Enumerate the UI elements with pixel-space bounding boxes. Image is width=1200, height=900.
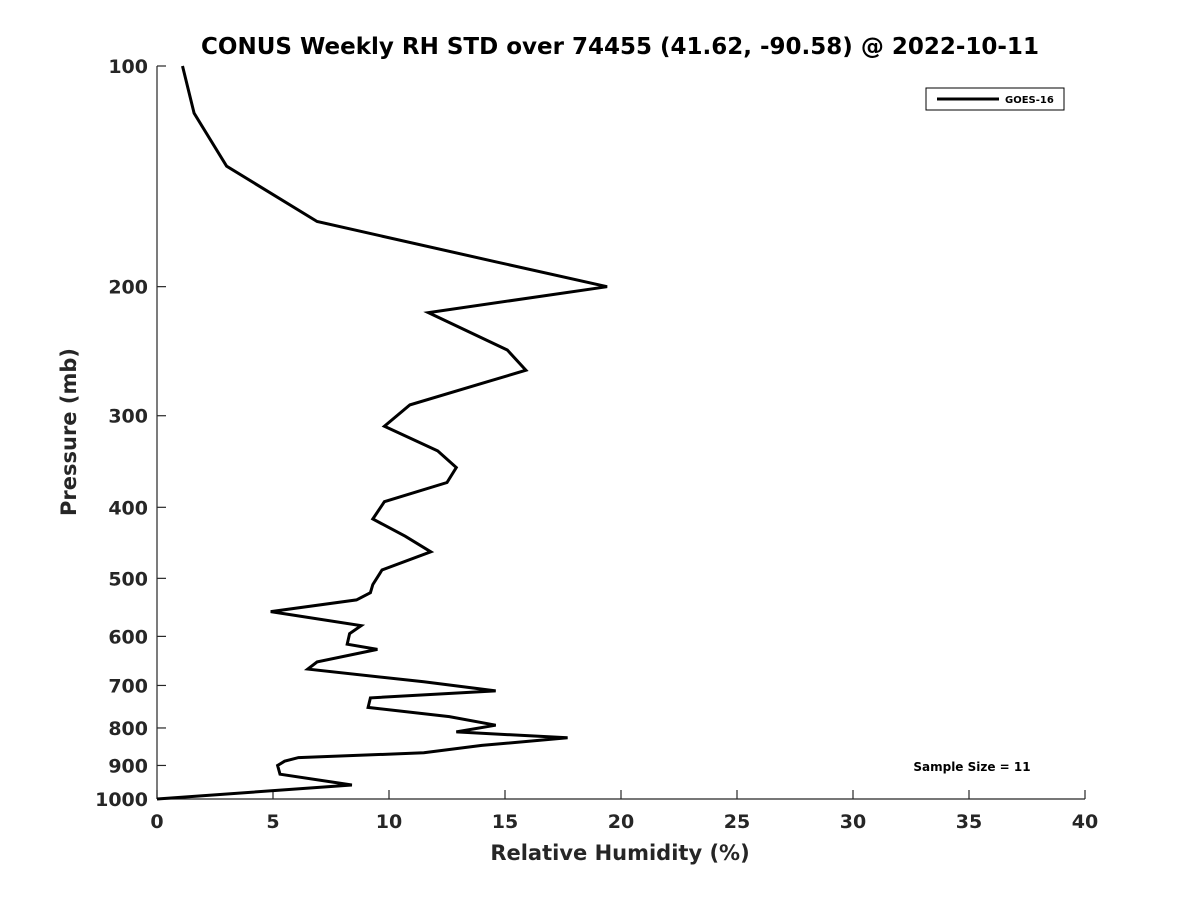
y-tick-label: 900 (108, 755, 148, 777)
y-tick-label: 200 (108, 277, 148, 299)
x-tick-label: 5 (266, 811, 279, 833)
x-tick-label: 30 (840, 811, 866, 833)
y-axis-label: Pressure (mb) (57, 348, 81, 516)
y-tick-label: 800 (108, 718, 148, 740)
x-axis-label: Relative Humidity (%) (490, 841, 749, 865)
y-tick-label: 600 (108, 626, 148, 648)
x-tick-label: 10 (376, 811, 402, 833)
x-tick-label: 0 (150, 811, 163, 833)
x-tick-label: 25 (724, 811, 750, 833)
y-tick-label: 100 (108, 56, 148, 78)
y-tick-label: 400 (108, 497, 148, 519)
legend-label: GOES-16 (1005, 95, 1054, 106)
x-tick-label: 35 (956, 811, 982, 833)
axes (156, 65, 1086, 800)
x-tick-label: 20 (608, 811, 634, 833)
y-tick-label: 1000 (95, 789, 148, 811)
sample-size-annotation: Sample Size = 11 (913, 760, 1030, 774)
chart-title: CONUS Weekly RH STD over 74455 (41.62, -… (201, 34, 1039, 60)
x-tick-label: 15 (492, 811, 518, 833)
series-line-goes-16 (156, 65, 608, 801)
tick-labels: 0 5 10 15 20 25 30 35 40 100 200 300 400 500 600 700 800… (95, 56, 1098, 833)
y-tick-label: 700 (108, 675, 148, 697)
y-tick-label: 300 (108, 406, 148, 428)
legend: GOES-16 (925, 87, 1065, 111)
x-tick-label: 40 (1072, 811, 1098, 833)
y-tick-label: 500 (108, 568, 148, 590)
